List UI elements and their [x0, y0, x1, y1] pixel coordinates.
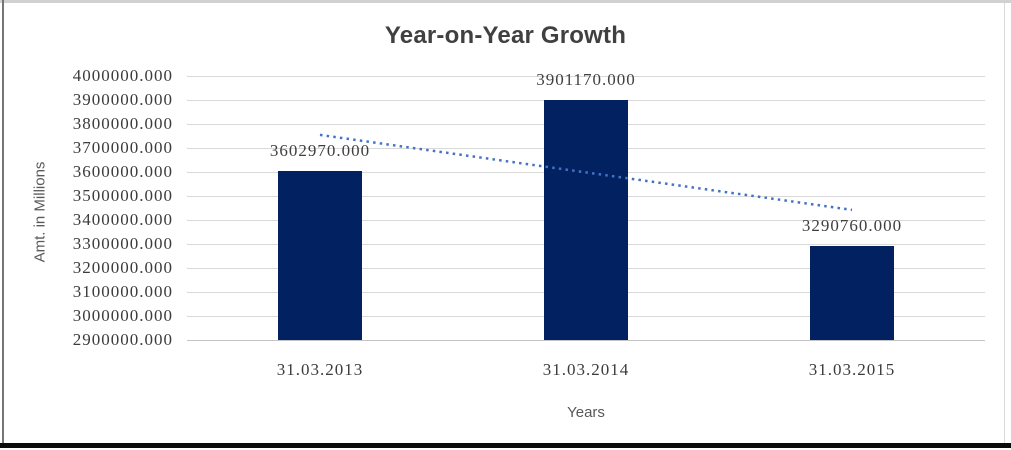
y-axis-tick-label: 3500000.000 [72, 186, 173, 205]
chart-title: Year-on-Year Growth [384, 22, 627, 49]
frame-top-border [0, 0, 1011, 3]
x-axis-category-label: 31.03.2014 [542, 360, 630, 379]
y-axis-tick-label: 3600000.000 [72, 162, 173, 181]
y-axis-tick-label: 3700000.000 [72, 138, 173, 157]
y-axis-tick-label: 3300000.000 [72, 234, 173, 253]
bar-value-label: 3290760.000 [801, 216, 903, 236]
bar[interactable] [810, 246, 894, 340]
x-axis-category-label: 31.03.2013 [276, 360, 364, 379]
y-axis-tick-label: 2900000.000 [72, 330, 173, 349]
y-axis-tick-label: 3400000.000 [72, 210, 173, 229]
frame-left-border [2, 0, 4, 443]
gridline [187, 75, 985, 77]
y-axis-tick-label: 3900000.000 [72, 90, 173, 109]
x-axis-category-label: 31.03.2015 [808, 360, 896, 379]
bar-value-label: 3602970.000 [269, 141, 371, 161]
y-axis-tick-label: 3100000.000 [72, 282, 173, 301]
y-axis-tick-label: 3800000.000 [72, 114, 173, 133]
bar[interactable] [544, 99, 628, 340]
x-axis-title: Years [567, 404, 605, 421]
frame-bottom-border [0, 443, 1011, 448]
y-axis-tick-label: 4000000.000 [72, 66, 173, 85]
frame-right-border [1004, 3, 1005, 443]
bar-value-label: 3901170.000 [536, 69, 636, 89]
y-axis-tick-label: 3000000.000 [72, 306, 173, 325]
x-axis-line [187, 339, 985, 341]
y-axis-tick-label: 3200000.000 [72, 258, 173, 277]
bar[interactable] [278, 171, 362, 340]
